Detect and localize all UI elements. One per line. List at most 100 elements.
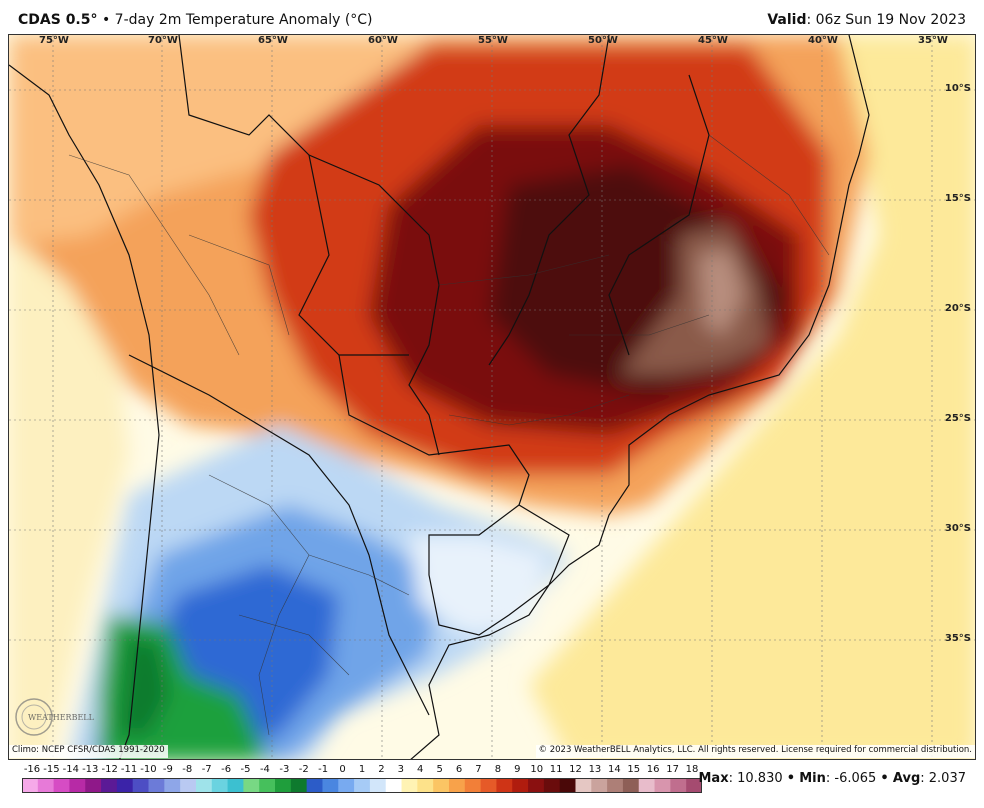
lat-label-30s: 30°S xyxy=(944,523,971,534)
lat-label-15s: 15°S xyxy=(944,193,971,204)
colorbar-swatch xyxy=(369,778,387,793)
colorbar-swatch xyxy=(259,778,276,793)
lon-label-70w: 70°W xyxy=(148,35,178,46)
max-value: : 10.830 xyxy=(728,771,783,786)
colorbar-tick-label: 12 xyxy=(569,764,582,775)
colorbar-swatch xyxy=(132,778,150,793)
colorbar-swatch xyxy=(559,778,576,793)
lat-label-25s: 25°S xyxy=(944,413,971,424)
colorbar-tick-label: -13 xyxy=(82,764,99,775)
lon-label-45w: 45°W xyxy=(698,35,728,46)
colorbar-tick-label: 1 xyxy=(358,764,366,775)
valid-time-value: : 06z Sun 19 Nov 2023 xyxy=(806,12,966,28)
avg-label: Avg xyxy=(892,771,921,786)
colorbar-swatch xyxy=(275,778,292,793)
colorbar-swatch xyxy=(417,778,434,793)
colorbar-swatch xyxy=(180,778,197,793)
stats-separator-2: • xyxy=(880,771,889,786)
min-value: : -6.065 xyxy=(825,771,877,786)
colorbar-swatch xyxy=(575,778,592,793)
colorbar-swatch xyxy=(464,778,482,793)
colorbar-tick-label: 14 xyxy=(607,764,621,775)
lon-label-75w: 75°W xyxy=(39,35,69,46)
colorbar-swatch xyxy=(607,778,624,793)
valid-time: Valid: 06z Sun 19 Nov 2023 xyxy=(767,12,966,28)
colorbar-tick-label: -3 xyxy=(279,764,290,775)
colorbar-tick-label: -1 xyxy=(318,764,329,775)
colorbar-tick-label: 17 xyxy=(666,764,679,775)
colorbar-tick-label: 0 xyxy=(339,764,346,775)
colorbar-swatch xyxy=(543,778,561,793)
colorbar-tick-label: -9 xyxy=(162,764,173,775)
colorbar-swatch xyxy=(148,778,165,793)
avg-value: : 2.037 xyxy=(920,771,966,786)
colorbar-tick-label: -12 xyxy=(101,764,118,775)
borders xyxy=(9,35,870,759)
colorbar-swatch xyxy=(638,778,656,793)
colorbar-tick-label: 16 xyxy=(646,764,660,775)
colorbar-tick-label: 10 xyxy=(530,764,544,775)
climo-note: Climo: NCEP CFSR/CDAS 1991-2020 xyxy=(9,745,168,758)
map-canvas xyxy=(9,35,975,759)
lon-label-35w: 35°W xyxy=(918,35,948,46)
lon-label-40w: 40°W xyxy=(808,35,838,46)
colorbar-swatch xyxy=(354,778,371,793)
colorbar-tick-label: -10 xyxy=(140,764,157,775)
colorbar-swatch xyxy=(227,778,244,793)
colorbar-swatch xyxy=(243,778,260,793)
colorbar-swatch xyxy=(69,778,86,793)
colorbar-swatch xyxy=(338,778,355,793)
colorbar-tick-label: -4 xyxy=(259,764,270,775)
colorbar-swatch xyxy=(195,778,213,793)
field-name: 7-day 2m Temperature Anomaly (°C) xyxy=(114,12,373,28)
colorbar-tick-label: 11 xyxy=(549,764,563,775)
colorbar-tick-label: 4 xyxy=(417,764,424,775)
logo-text: WEATHERBELL xyxy=(28,713,94,722)
colorbar-tick-label: -8 xyxy=(182,764,193,775)
lon-label-55w: 55°W xyxy=(478,35,508,46)
colorbar xyxy=(22,778,702,793)
degree-sign: ° xyxy=(90,12,98,28)
stats-separator: • xyxy=(786,771,796,786)
colorbar-tick-label: -5 xyxy=(240,764,251,775)
colorbar-swatch xyxy=(512,778,529,793)
anomaly-map: 75°W 70°W 65°W 60°W 55°W 50°W 45°W 40°W … xyxy=(8,34,976,760)
colorbar-tick-label: 2 xyxy=(378,764,385,775)
lon-label-65w: 65°W xyxy=(258,35,288,46)
colorbar-swatch xyxy=(116,778,134,793)
colorbar-swatch xyxy=(622,778,640,793)
product-name: CDAS 0.5 xyxy=(18,12,91,28)
colorbar-tick-label: -6 xyxy=(221,764,232,775)
anomaly-shading xyxy=(9,35,975,759)
title-bar: CDAS 0.5° • 7-day 2m Temperature Anomaly… xyxy=(0,0,984,34)
colorbar-swatch xyxy=(22,778,39,793)
colorbar-swatch xyxy=(670,778,687,793)
colorbar-swatch xyxy=(591,778,608,793)
colorbar-swatch xyxy=(528,778,545,793)
colorbar-swatch xyxy=(385,778,403,793)
colorbar-tick-label: -15 xyxy=(43,764,60,775)
colorbar-tick-label: 8 xyxy=(494,764,502,775)
colorbar-swatch xyxy=(211,778,229,793)
colorbar-tick-label: -14 xyxy=(62,764,79,775)
colorbar-swatch xyxy=(164,778,181,793)
map-title: CDAS 0.5° • 7-day 2m Temperature Anomaly… xyxy=(18,12,373,28)
colorbar-tick-label: 9 xyxy=(514,764,521,775)
lon-label-60w: 60°W xyxy=(368,35,398,46)
colorbar-tick-label: 7 xyxy=(475,764,482,775)
state-borders xyxy=(68,134,830,736)
max-label: Max xyxy=(698,771,729,786)
min-label: Min xyxy=(799,771,826,786)
colorbar-swatch xyxy=(37,778,55,793)
graticule xyxy=(9,35,975,759)
colorbar-tick-label: 15 xyxy=(627,764,641,775)
colorbar-swatch xyxy=(306,778,323,793)
colorbar-tick-label: -2 xyxy=(298,764,309,775)
colorbar-tick-label: -7 xyxy=(201,764,212,775)
title-separator: • xyxy=(101,12,111,28)
colorbar-swatch xyxy=(433,778,450,793)
lat-label-10s: 10°S xyxy=(944,83,971,94)
lat-label-35s: 35°S xyxy=(944,633,971,644)
valid-label: Valid xyxy=(767,12,807,28)
colorbar-swatch xyxy=(686,778,702,793)
